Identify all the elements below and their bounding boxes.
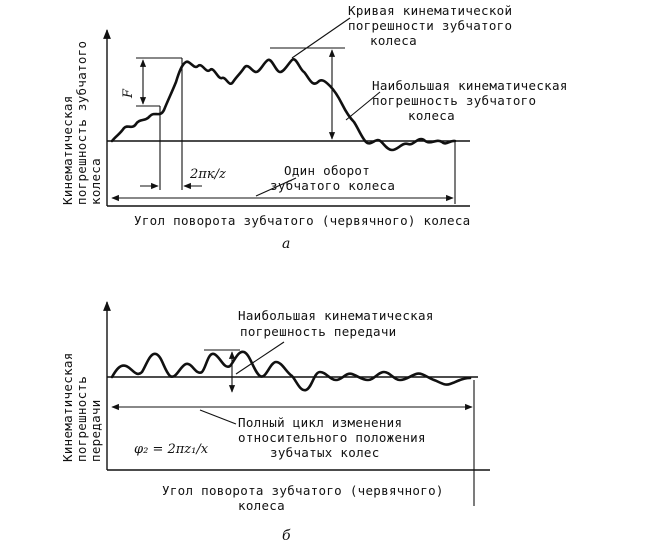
diagram-a-y-label-2: погрешность зубчатого (74, 41, 89, 205)
diagram-b-cycle-formula: φ₂ = 2πz₁/x (134, 442, 209, 457)
diagram-a-max-leader (345, 91, 381, 121)
diagram-a-curve-leader (291, 17, 351, 59)
diagram-a-curve-label-3: колеса (370, 33, 417, 48)
diagram-a-y-label: Кинематическая погрешность зубчатого кол… (60, 41, 103, 205)
diagram-b-cycle-label-1: Полный цикл изменения (238, 415, 402, 430)
diagram-a-curve-label-1: Кривая кинематической (348, 3, 512, 18)
diagram-b-max-label-1: Наибольшая кинематическая (238, 308, 434, 323)
diagram-a-max-label-3: колеса (408, 108, 455, 123)
diagram-a: F 2πк/z Кинематическая погрешность зубча… (60, 3, 568, 252)
diagram-a-curve-label-2: погрешности зубчатого (348, 18, 512, 33)
diagram-a-max-label-2: погрешность зубчатого (372, 93, 536, 108)
diagram-a-period-label: 2πк/z (189, 167, 226, 182)
diagram-b-max-leader (235, 341, 285, 375)
diagram-a-rev-label-2: зубчатого колеса (270, 178, 395, 193)
diagram-a-y-label-1: Кинематическая (60, 95, 75, 205)
diagram-b-y-label-3: передачи (88, 399, 103, 462)
diagram-b-x-label-2: колеса (238, 498, 285, 513)
diagram-b-max-label-2: погрешность передачи (240, 324, 397, 339)
diagram-a-x-label: Угол поворота зубчатого (червячного) кол… (134, 213, 471, 228)
diagram-b-caption: б (282, 528, 291, 544)
diagram-a-caption: а (282, 236, 290, 252)
diagram-b-cycle-leader (199, 409, 237, 425)
diagram-a-max-label-1: Наибольшая кинематическая (372, 78, 568, 93)
diagram-a-f-symbol: F (121, 88, 136, 99)
diagram-b: Кинематическая погрешность передачи Наиб… (60, 301, 490, 544)
diagram-b-cycle-label-3: зубчатых колес (270, 445, 380, 460)
diagram-a-rev-label-1: Один оборот (284, 163, 370, 178)
diagram-b-error-curve (110, 350, 472, 392)
diagram-a-rev-leader (255, 177, 297, 197)
diagram-b-y-label-1: Кинематическая (60, 352, 75, 462)
diagram-b-x-label-1: Угол поворота зубчатого (червячного) (162, 483, 444, 498)
diagram-a-y-label-3: колеса (88, 158, 103, 205)
diagram-b-cycle-label-2: относительного положения (238, 430, 426, 445)
diagram-b-y-label: Кинематическая погрешность передачи (60, 352, 103, 462)
diagram-a-error-curve (110, 57, 457, 152)
diagram-b-y-label-2: погрешность (74, 376, 89, 462)
